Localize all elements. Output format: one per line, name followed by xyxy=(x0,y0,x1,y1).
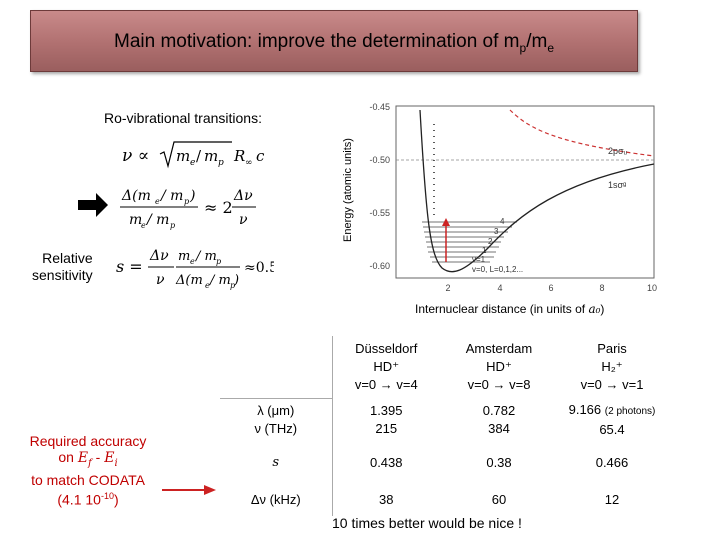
required-accuracy-note: Required accuracy on Ef - Ei to match CO… xyxy=(29,433,147,508)
svg-text:ν: ν xyxy=(239,212,248,228)
cell-paris-linewidth: 12 xyxy=(604,491,620,507)
vibrational-levels xyxy=(422,221,517,263)
svg-text:/ m: / m xyxy=(159,188,183,204)
svg-text:s =: s = xyxy=(116,257,143,276)
header-empty-cell xyxy=(220,336,333,399)
cell-paris-wavelength: 9.166 (2 photons) 65.4 xyxy=(568,402,656,437)
title-banner: Main motivation: improve the determinati… xyxy=(30,10,638,72)
cell-dusseldorf-wavelength: 1.395 215 xyxy=(369,403,403,436)
ytick-label: -0.60 xyxy=(369,261,390,271)
svg-text:p: p xyxy=(170,221,175,230)
svg-text:/ m: / m xyxy=(145,212,169,228)
potential-curve-plot: -0.45 -0.50 -0.55 -0.60 2 4 6 8 10 2pσᵤ … xyxy=(369,102,657,293)
xtick-label: 10 xyxy=(647,283,657,293)
row-label-linewidth: Δν (kHz) xyxy=(220,482,333,516)
svg-text:≈ 2: ≈ 2 xyxy=(204,198,233,217)
xtick-label: 6 xyxy=(548,283,553,293)
svg-text:ν: ν xyxy=(156,272,165,288)
header-paris: Paris H₂⁺ v=0 → v=1 xyxy=(580,341,644,392)
svg-text:m: m xyxy=(178,249,190,264)
table-header-row: Düsseldorf HD⁺ v=0 → v=4 Amsterdam HD⁺ v=0 →… xyxy=(220,336,666,399)
formula-frequency: ν ∝ m e / m p R ∞ c xyxy=(122,141,265,169)
table-row: Δν (kHz) 38 60 12 xyxy=(220,482,666,516)
svg-text:m: m xyxy=(129,212,142,228)
plot-x-axis-title: Internuclear distance (in units of a₀) xyxy=(415,302,605,316)
cell-dusseldorf-sensitivity: 0.438 xyxy=(369,454,403,470)
arrow-head-icon xyxy=(442,218,450,226)
svg-text:Δ(m: Δ(m xyxy=(175,273,203,288)
svg-text:/ m: / m xyxy=(208,273,231,288)
svg-text:p: p xyxy=(218,158,224,168)
level-label: 3 xyxy=(494,227,499,236)
rovib-label: Ro-vibrational transitions: xyxy=(104,110,262,126)
row-label-sensitivity: s xyxy=(220,442,333,482)
svg-text:p: p xyxy=(184,197,189,206)
level-label: 4 xyxy=(500,217,505,226)
svg-text:Δν: Δν xyxy=(233,188,253,204)
table-row: λ (μm) ν (THz) 1.395 215 0.782 384 9.166 (2… xyxy=(220,398,666,442)
relative-sensitivity-label: Relative sensitivity xyxy=(32,250,93,283)
svg-text:m: m xyxy=(204,147,218,165)
svg-text:/: / xyxy=(196,147,202,165)
row-label-wavelength: λ (μm) ν (THz) xyxy=(220,398,333,442)
xtick-label: 4 xyxy=(497,283,502,293)
svg-text:p: p xyxy=(230,281,235,290)
xtick-label: 2 xyxy=(445,283,450,293)
svg-text:e: e xyxy=(155,197,160,206)
svg-text:e: e xyxy=(205,281,210,290)
cell-amsterdam-sensitivity: 0.38 xyxy=(486,454,512,470)
right-arrow-icon xyxy=(78,193,108,217)
svg-text:): ) xyxy=(189,188,195,204)
level-label: v=0, L=0,1,2... xyxy=(472,265,523,274)
cell-paris-sensitivity: 0.466 xyxy=(595,454,629,470)
svg-text:Δ(m: Δ(m xyxy=(121,188,151,204)
formula-ratio: Δ(m e / m p ) m e / m p ≈ 2 Δν ν xyxy=(78,188,256,230)
svg-text:c: c xyxy=(256,147,265,165)
results-table: Düsseldorf HD⁺ v=0 → v=4 Amsterdam HD⁺ v=0 →… xyxy=(220,336,666,516)
cell-dusseldorf-linewidth: 38 xyxy=(379,491,394,507)
svg-text:e: e xyxy=(190,257,195,266)
cell-amsterdam-linewidth: 60 xyxy=(491,491,507,507)
header-dusseldorf: Düsseldorf HD⁺ v=0 → v=4 xyxy=(354,341,418,392)
curve-label-lower: 1sσᵍ xyxy=(608,180,627,190)
curve-label-upper: 2pσᵤ xyxy=(608,146,628,156)
slide-title: Main motivation: improve the determinati… xyxy=(114,31,554,55)
table-row: s 0.438 0.38 0.466 xyxy=(220,442,666,482)
svg-text:): ) xyxy=(233,273,239,288)
xtick-label: 8 xyxy=(599,283,604,293)
svg-text:p: p xyxy=(216,257,221,266)
svg-text:Δν: Δν xyxy=(149,248,169,264)
svg-text:ν ∝: ν ∝ xyxy=(122,146,149,166)
header-amsterdam: Amsterdam HD⁺ v=0 → v=8 xyxy=(465,341,533,392)
svg-text:∞: ∞ xyxy=(245,158,253,168)
ground-state-curve xyxy=(419,109,655,273)
formula-sensitivity: s = Δν ν m e / m p Δ(m e / m p ) ≈0.5 xyxy=(116,248,274,290)
excited-state-curve xyxy=(509,109,655,157)
svg-text:e: e xyxy=(190,158,195,168)
red-arrow-icon xyxy=(162,485,216,495)
bottom-note: 10 times better would be nice ! xyxy=(332,515,522,531)
svg-text:e: e xyxy=(141,221,146,230)
svg-text:≈0.5: ≈0.5 xyxy=(244,260,274,276)
ytick-label: -0.45 xyxy=(369,102,390,112)
svg-text:m: m xyxy=(176,147,190,165)
cell-amsterdam-wavelength: 0.782 384 xyxy=(482,403,516,436)
level-label: v=1 xyxy=(472,255,486,264)
plot-y-axis-title: Energy (atomic units) xyxy=(341,138,354,242)
svg-text:R: R xyxy=(233,147,245,165)
plot-frame xyxy=(395,105,655,279)
svg-text:/ m: / m xyxy=(194,249,217,264)
level-label: 1 xyxy=(482,246,487,255)
ytick-label: -0.50 xyxy=(369,155,390,165)
ytick-label: -0.55 xyxy=(369,208,390,218)
level-label: 2 xyxy=(488,237,493,246)
